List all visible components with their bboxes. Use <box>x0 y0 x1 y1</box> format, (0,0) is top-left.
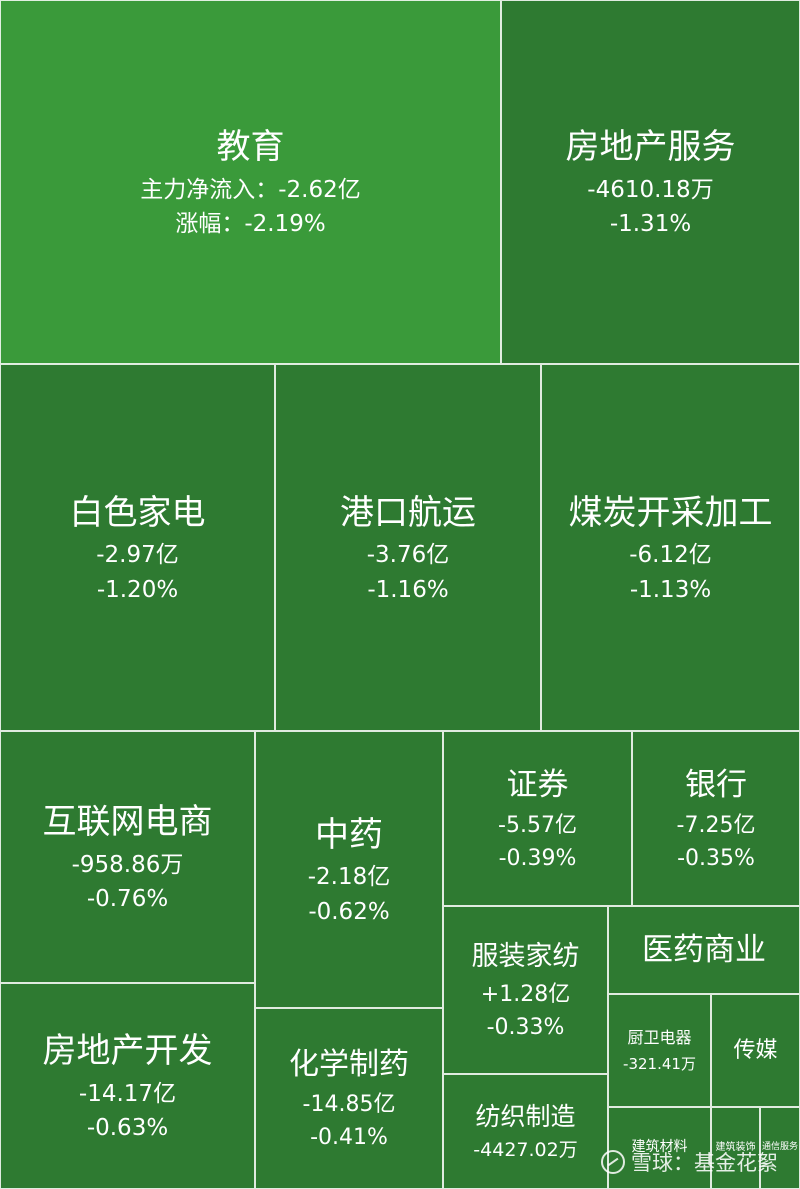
sector-name: 建筑材料 <box>631 1139 688 1156</box>
sector-name: 通信服务 <box>761 1142 798 1153</box>
sector-change: -0.63% <box>86 1115 169 1142</box>
sector-tile[interactable]: 化学制药 -14.85亿 -0.41% <box>255 1008 443 1189</box>
sector-tile[interactable]: 厨卫电器 -321.41万 <box>608 994 711 1107</box>
sector-net-inflow: -958.86万 <box>71 851 184 878</box>
sector-tile[interactable]: 通信服务 <box>760 1107 800 1189</box>
sector-tile[interactable]: 互联网电商 -958.86万 -0.76% <box>0 731 255 983</box>
sector-tile[interactable]: 教育主力净流入：-2.62亿 涨幅：-2.19% <box>0 0 501 364</box>
sector-name: 建筑装饰 <box>715 1141 756 1153</box>
sector-change: -0.33% <box>486 1014 565 1040</box>
sector-net-inflow: -6.12亿 <box>629 542 712 569</box>
sector-name: 中药 <box>315 814 383 855</box>
sector-name: 传媒 <box>733 1037 778 1063</box>
sector-tile[interactable]: 服装家纺 +1.28亿 -0.33% <box>443 906 608 1074</box>
sector-tile[interactable]: 建筑装饰 <box>711 1107 760 1189</box>
sector-tile[interactable]: 房地产开发 -14.17亿 -0.63% <box>0 983 255 1189</box>
sector-name: 互联网电商 <box>42 802 213 843</box>
sector-net-inflow: -3.76亿 <box>366 542 450 569</box>
sector-name: 房地产开发 <box>42 1031 213 1072</box>
sector-tile[interactable]: 传媒 <box>711 994 800 1107</box>
sector-tile[interactable]: 房地产服务 -4610.18万 -1.31% <box>501 0 800 364</box>
sector-name: 医药商业 <box>642 931 766 968</box>
sector-change: -1.16% <box>367 576 449 603</box>
sector-name: 煤炭开采加工 <box>568 492 773 533</box>
sector-change: -0.35% <box>677 845 755 871</box>
sector-name: 纺织制造 <box>475 1101 576 1131</box>
sector-name: 港口航运 <box>340 492 476 533</box>
sector-net-inflow: -14.85亿 <box>302 1091 396 1117</box>
sector-tile[interactable]: 建筑材料 <box>608 1107 711 1189</box>
sector-name: 教育 <box>216 127 285 168</box>
sector-net-inflow: -4610.18万 <box>587 176 714 203</box>
watermark-text: 雪球：基金花絮 <box>631 1151 778 1175</box>
sector-net-inflow: +1.28亿 <box>480 981 571 1007</box>
sector-net-inflow: -321.41万 <box>623 1054 696 1073</box>
sector-tile[interactable]: 白色家电 -2.97亿 -1.20% <box>0 364 275 731</box>
sector-change: -0.62% <box>308 898 390 925</box>
sector-tile[interactable]: 煤炭开采加工 -6.12亿 -1.13% <box>541 364 800 731</box>
sector-name: 证券 <box>506 766 569 803</box>
sector-net-inflow: -2.97亿 <box>96 542 179 569</box>
sector-tile[interactable]: 医药商业 <box>608 906 800 994</box>
sector-name: 白色家电 <box>69 492 206 533</box>
sector-tile[interactable]: 证券 -5.57亿 -0.39% <box>443 731 632 906</box>
sector-change: -0.39% <box>498 845 577 871</box>
sector-net-inflow: -4427.02万 <box>473 1139 578 1162</box>
watermark: 雪球：基金花絮 <box>601 1147 778 1177</box>
sector-change: -1.31% <box>609 211 692 238</box>
sector-change: -1.13% <box>629 576 712 603</box>
sector-net-inflow: -2.18亿 <box>307 864 391 891</box>
sector-net-inflow: -14.17亿 <box>78 1080 177 1107</box>
sector-change: -0.41% <box>310 1125 388 1151</box>
sector-net-inflow: -7.25亿 <box>676 812 756 838</box>
sector-tile[interactable]: 港口航运 -3.76亿 -1.16% <box>275 364 541 731</box>
sector-name: 化学制药 <box>289 1047 409 1083</box>
sector-tile[interactable]: 纺织制造 -4427.02万 <box>443 1074 608 1189</box>
sector-tile[interactable]: 银行 -7.25亿 -0.35% <box>632 731 800 906</box>
sector-name: 房地产服务 <box>565 127 736 168</box>
sector-change: -1.20% <box>96 576 179 603</box>
sector-net-inflow: -5.57亿 <box>498 812 577 838</box>
sector-change: -0.76% <box>86 886 169 913</box>
sector-change: 涨幅：-2.19% <box>175 211 326 238</box>
sector-tile[interactable]: 中药 -2.18亿 -0.62% <box>255 731 443 1008</box>
xueqiu-logo-icon <box>601 1150 625 1174</box>
sector-net-inflow: 主力净流入：-2.62亿 <box>140 176 361 203</box>
sector-name: 服装家纺 <box>471 940 580 972</box>
sector-name: 厨卫电器 <box>627 1027 692 1047</box>
sector-name: 银行 <box>685 766 747 803</box>
